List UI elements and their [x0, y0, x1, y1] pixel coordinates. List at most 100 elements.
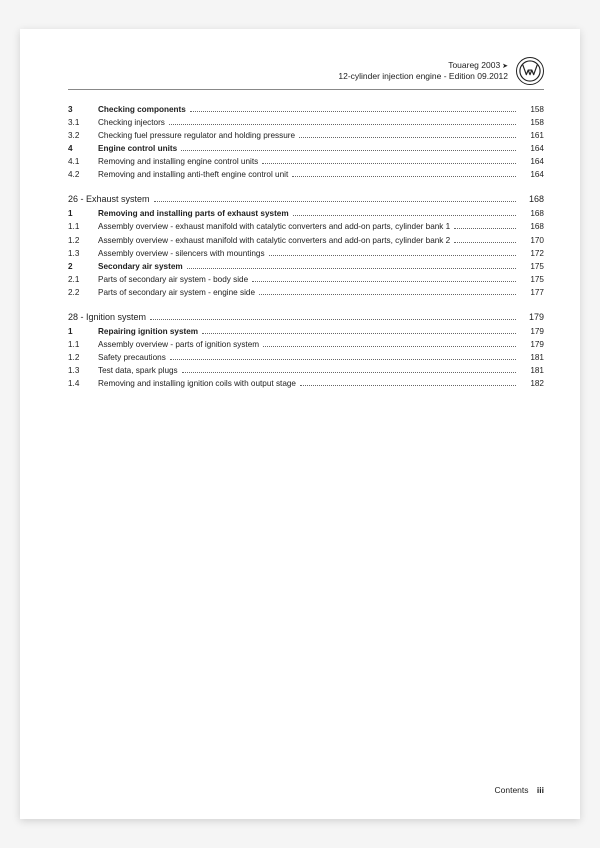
toc-leader-dots — [190, 106, 516, 112]
toc-entry-title: Checking components — [98, 104, 186, 115]
toc-section-heading: 26 - Exhaust system 168 — [68, 194, 544, 204]
toc-entry-title: Safety precautions — [98, 352, 166, 363]
toc-entry-number: 1.3 — [68, 365, 98, 376]
footer-label: Contents — [495, 785, 529, 795]
toc-entry-title: Parts of secondary air system - body sid… — [98, 274, 248, 285]
section-page: 179 — [520, 312, 544, 322]
toc-entry-title: Parts of secondary air system - engine s… — [98, 287, 255, 298]
toc-entry-number: 1.1 — [68, 339, 98, 350]
toc-entry-page: 158 — [520, 104, 544, 115]
toc-entry-page: 164 — [520, 156, 544, 167]
toc-entry-number: 1.1 — [68, 221, 98, 232]
toc-entry-number: 3.1 — [68, 117, 98, 128]
toc-entry-page: 179 — [520, 326, 544, 337]
toc-entry-number: 2.1 — [68, 274, 98, 285]
toc-entry-page: 168 — [520, 208, 544, 219]
toc-leader-dots — [169, 119, 516, 125]
toc-row: 3.1Checking injectors 158 — [68, 117, 544, 128]
toc-leader-dots — [187, 263, 516, 269]
toc-entry-page: 164 — [520, 143, 544, 154]
toc-row: 2Secondary air system 175 — [68, 261, 544, 272]
toc-leader-dots — [454, 224, 516, 230]
toc-entry-title: Test data, spark plugs — [98, 365, 178, 376]
toc-leader-dots — [454, 237, 516, 243]
toc-row: 4Engine control units 164 — [68, 143, 544, 154]
toc-entry-title: Removing and installing parts of exhaust… — [98, 208, 289, 219]
toc-row: 3.2Checking fuel pressure regulator and … — [68, 130, 544, 141]
toc-entry-page: 179 — [520, 339, 544, 350]
toc-leader-dots — [299, 132, 516, 138]
document-page: Touareg 2003 12-cylinder injection engin… — [20, 29, 580, 819]
toc-row: 4.2Removing and installing anti-theft en… — [68, 169, 544, 180]
section-title: 26 - Exhaust system — [68, 194, 150, 204]
toc-row: 2.2Parts of secondary air system - engin… — [68, 287, 544, 298]
page-footer: Contents iii — [68, 777, 544, 795]
toc-entry-page: 181 — [520, 365, 544, 376]
toc-entry-page: 181 — [520, 352, 544, 363]
toc-leader-dots — [202, 328, 516, 334]
toc-entry-title: Checking injectors — [98, 117, 165, 128]
section-page: 168 — [520, 194, 544, 204]
toc-entry-number: 1.3 — [68, 248, 98, 259]
toc-leader-dots — [292, 172, 516, 178]
toc-row: 3Checking components 158 — [68, 104, 544, 115]
toc-leader-dots — [181, 145, 516, 151]
toc-leader-dots — [154, 196, 516, 202]
toc-entry-page: 182 — [520, 378, 544, 389]
toc-entry-title: Removing and installing anti-theft engin… — [98, 169, 288, 180]
toc-entry-number: 1.2 — [68, 352, 98, 363]
toc-row: 1Repairing ignition system179 — [68, 326, 544, 337]
toc-entry-number: 3 — [68, 104, 98, 115]
toc-leader-dots — [262, 159, 516, 165]
page-header: Touareg 2003 12-cylinder injection engin… — [68, 57, 544, 90]
toc-entry-title: Assembly overview - parts of ignition sy… — [98, 339, 259, 350]
toc-row: 1.3Assembly overview - silencers with mo… — [68, 248, 544, 259]
toc-row: 4.1Removing and installing engine contro… — [68, 156, 544, 167]
toc-leader-dots — [252, 276, 516, 282]
toc-entry-number: 3.2 — [68, 130, 98, 141]
toc-leader-dots — [293, 211, 516, 217]
toc-section-heading: 28 - Ignition system179 — [68, 312, 544, 322]
toc-entry-title: Assembly overview - silencers with mount… — [98, 248, 265, 259]
toc-entry-page: 170 — [520, 235, 544, 246]
toc-entry-number: 1 — [68, 208, 98, 219]
toc-entry-title: Removing and installing engine control u… — [98, 156, 258, 167]
toc-entry-page: 164 — [520, 169, 544, 180]
toc-entry-number: 4 — [68, 143, 98, 154]
toc-entry-title: Repairing ignition system — [98, 326, 198, 337]
toc-entry-title: Assembly overview - exhaust manifold wit… — [98, 221, 450, 232]
toc-entry-title: Checking fuel pressure regulator and hol… — [98, 130, 295, 141]
toc-entry-page: 177 — [520, 287, 544, 298]
toc-entry-page: 172 — [520, 248, 544, 259]
header-edition: 12-cylinder injection engine - Edition 0… — [338, 71, 508, 82]
toc-entry-number: 4.1 — [68, 156, 98, 167]
toc-row: 1.1Assembly overview - parts of ignition… — [68, 339, 544, 350]
toc-entry-title: Removing and installing ignition coils w… — [98, 378, 296, 389]
toc-entry-page: 158 — [520, 117, 544, 128]
toc-leader-dots — [150, 314, 516, 320]
toc-entry-number: 1.4 — [68, 378, 98, 389]
toc-entry-number: 1.2 — [68, 235, 98, 246]
toc-entry-page: 168 — [520, 221, 544, 232]
toc-entry-number: 2.2 — [68, 287, 98, 298]
toc-row: 1.4Removing and installing ignition coil… — [68, 378, 544, 389]
toc-leader-dots — [259, 289, 516, 295]
toc-row: 1.2Safety precautions 181 — [68, 352, 544, 363]
header-model: Touareg 2003 — [338, 60, 508, 71]
toc-leader-dots — [269, 250, 516, 256]
toc-row: 1Removing and installing parts of exhaus… — [68, 208, 544, 219]
toc-entry-page: 175 — [520, 274, 544, 285]
toc-row: 1.3Test data, spark plugs 181 — [68, 365, 544, 376]
toc-leader-dots — [300, 380, 516, 386]
toc-entry-number: 4.2 — [68, 169, 98, 180]
toc-entry-title: Secondary air system — [98, 261, 183, 272]
vw-logo-icon — [516, 57, 544, 85]
toc-entry-title: Engine control units — [98, 143, 177, 154]
toc-entry-title: Assembly overview - exhaust manifold wit… — [98, 235, 450, 246]
header-text: Touareg 2003 12-cylinder injection engin… — [338, 60, 508, 82]
toc-leader-dots — [263, 341, 516, 347]
toc-entry-number: 2 — [68, 261, 98, 272]
toc-entry-page: 175 — [520, 261, 544, 272]
footer-page-number: iii — [537, 785, 544, 795]
toc-leader-dots — [170, 354, 516, 360]
